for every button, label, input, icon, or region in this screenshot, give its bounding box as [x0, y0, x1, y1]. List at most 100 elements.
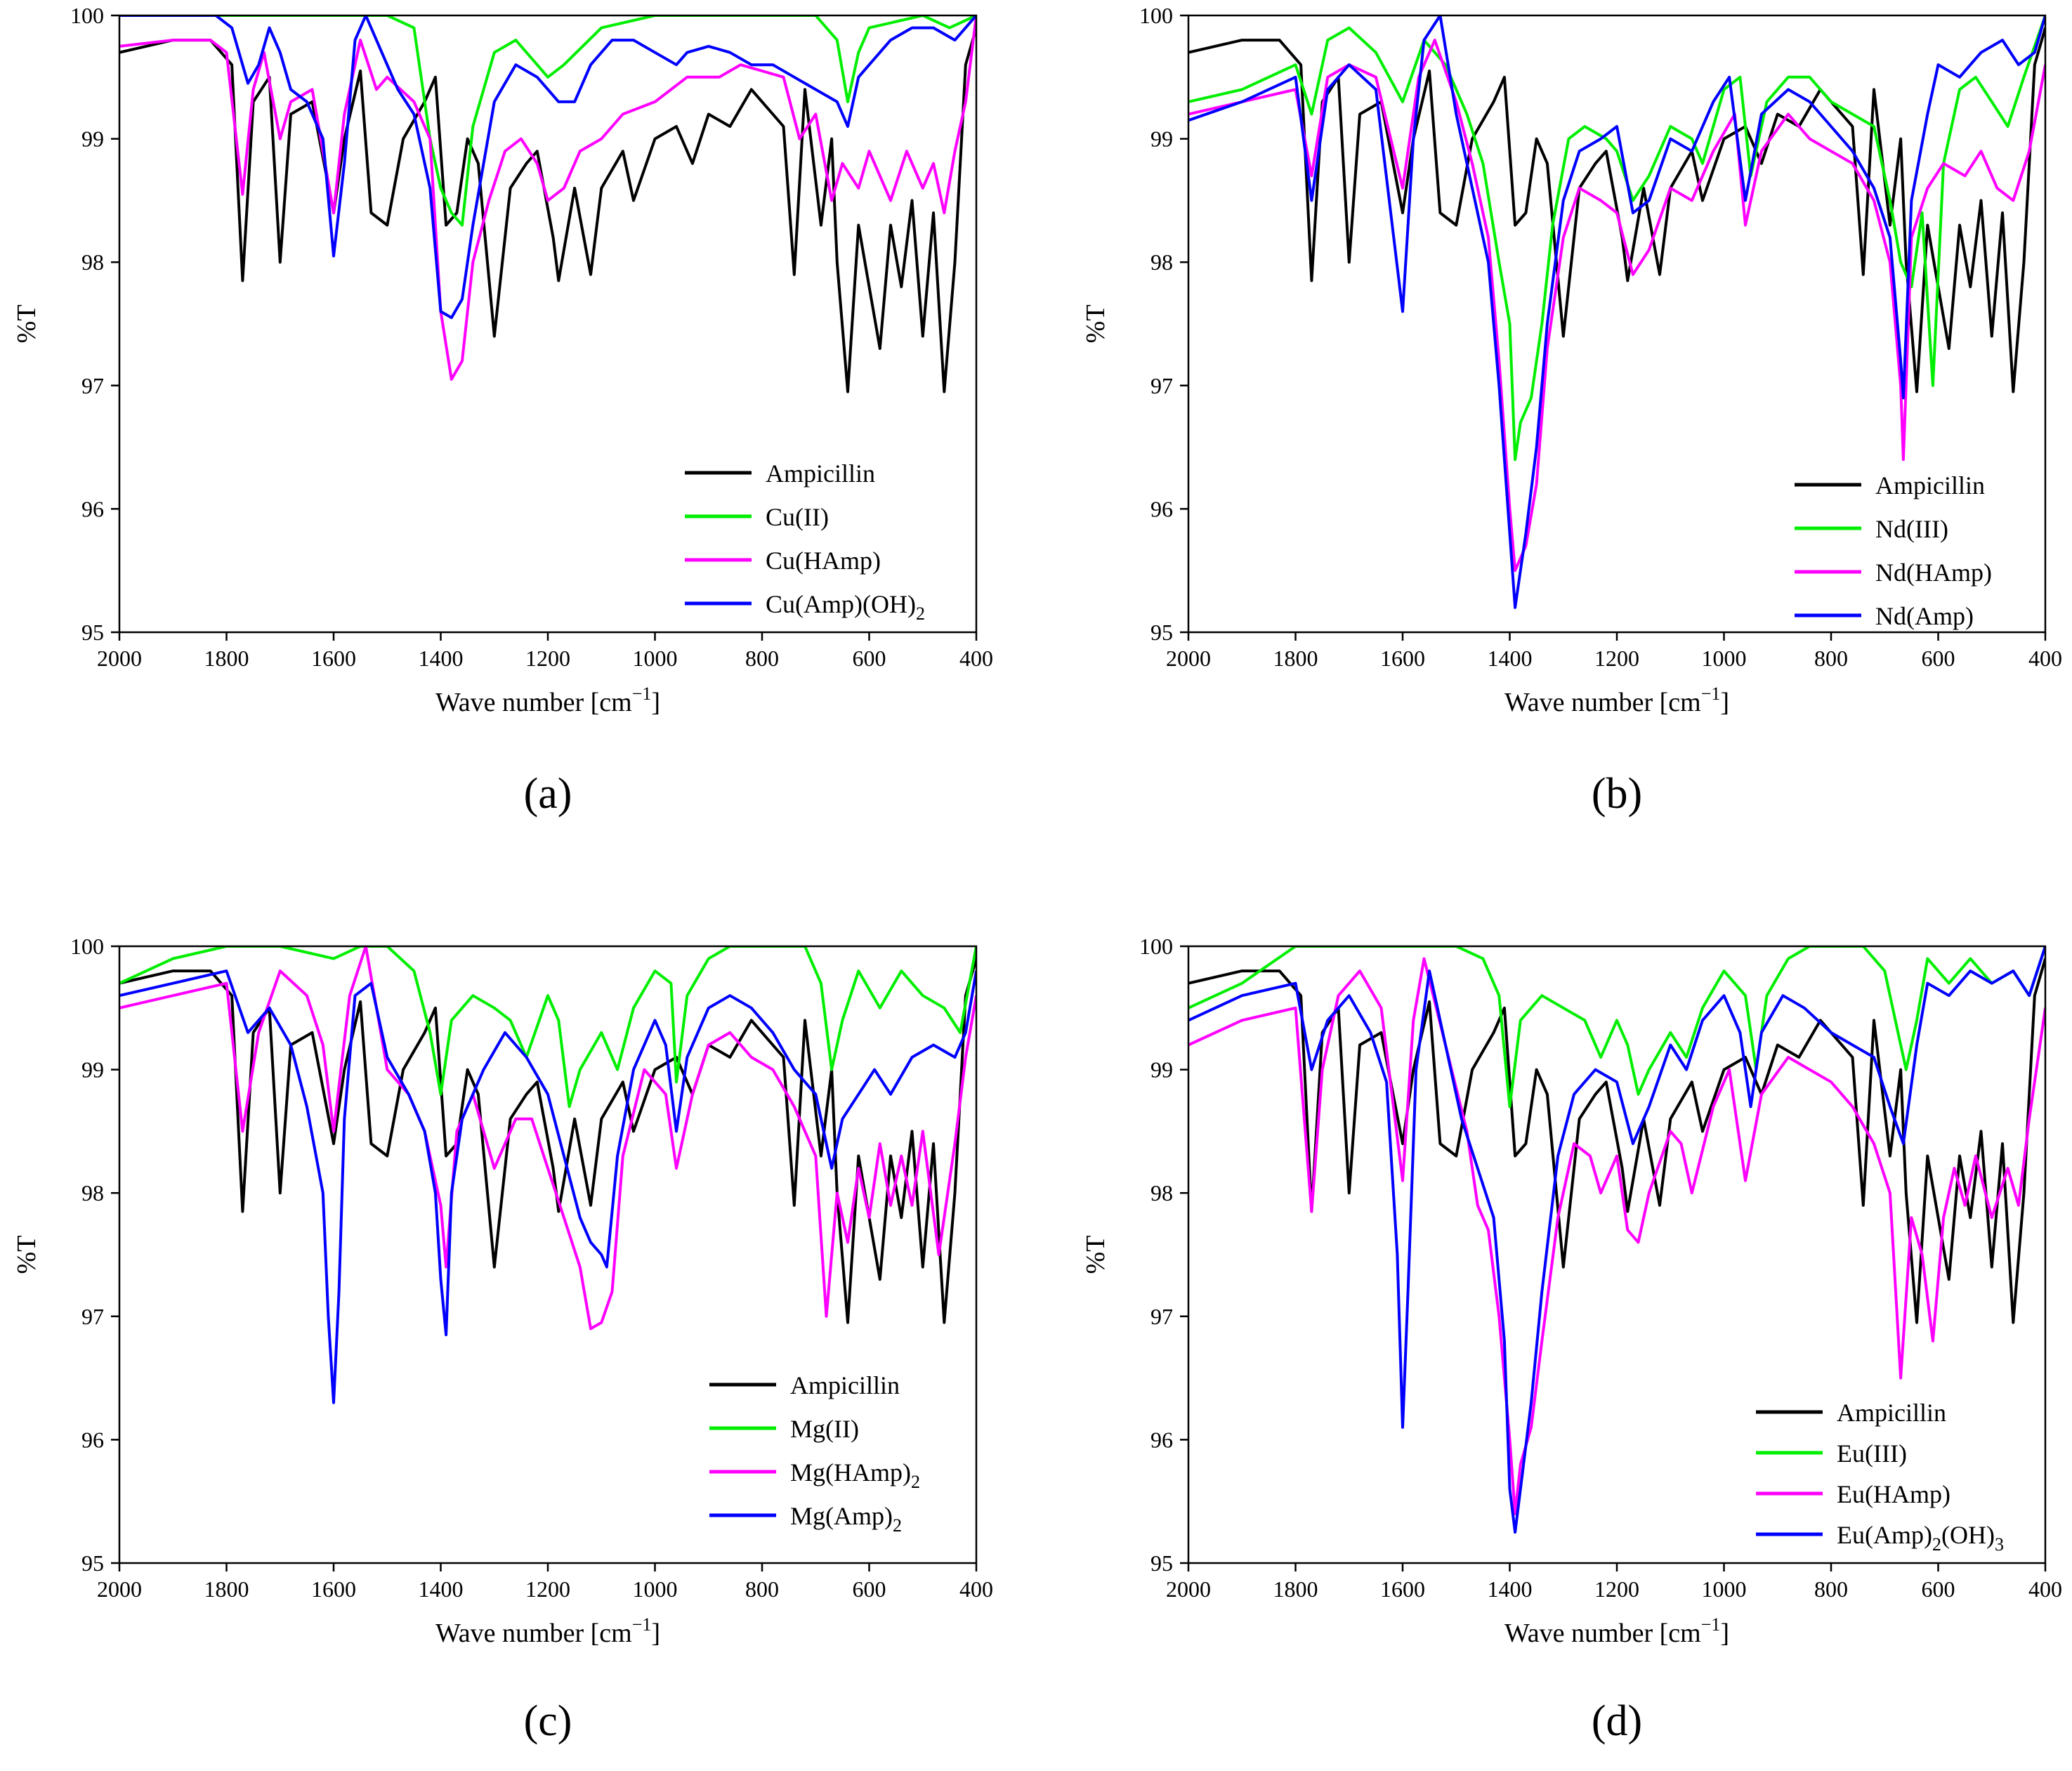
y-tick-label: 99 [1150, 126, 1173, 152]
y-tick-label: 96 [1150, 1427, 1173, 1452]
legend-label-1: Ampicillin [1837, 1399, 1946, 1427]
legend-label-1: Ampicillin [1875, 471, 1985, 499]
panel-label: (d) [1592, 1697, 1642, 1745]
y-axis-title: %T [12, 1236, 41, 1274]
legend: Ampicillin Mg(II) Mg(HAmp)2 Mg(Amp)2 [709, 1371, 920, 1536]
x-tick-label: 1200 [525, 1576, 570, 1602]
series-line-1 [1188, 27, 2045, 393]
x-tick-label: 2000 [1166, 646, 1211, 671]
legend: Ampicillin Cu(II) Cu(HAmp) Cu(Amp)(OH)2 [685, 459, 925, 624]
y-tick-label: 100 [1139, 3, 1173, 28]
series-line-4 [119, 969, 976, 1404]
x-tick-label: 1400 [1488, 1576, 1533, 1602]
x-tick-label: 1000 [633, 646, 678, 671]
y-axis-title: %T [1081, 1236, 1110, 1274]
x-tick-label: 1200 [525, 646, 570, 671]
x-tick-label: 600 [1922, 646, 1955, 671]
y-tick-label: 98 [1150, 249, 1173, 275]
x-tick-label: 1800 [204, 1576, 249, 1602]
x-tick-label: 1000 [633, 1576, 678, 1602]
series-group [1188, 15, 2045, 609]
y-tick-label: 99 [81, 1057, 104, 1083]
y-tick-label: 96 [1150, 496, 1173, 521]
x-tick-label: 1000 [1702, 1576, 1747, 1602]
y-tick-label: 95 [81, 1550, 104, 1576]
legend-label-3: Nd(HAmp) [1875, 558, 1992, 587]
x-tick-label: 1400 [419, 1576, 464, 1602]
x-tick-label: 1400 [419, 646, 464, 671]
x-tick-label: 2000 [1166, 1576, 1211, 1602]
x-tick-label: 1200 [1594, 1576, 1639, 1602]
y-tick-label: 98 [81, 249, 104, 275]
y-axis-title: %T [1081, 305, 1110, 344]
series-group [119, 15, 976, 393]
x-tick-label: 400 [2028, 1576, 2062, 1602]
series-line-4 [119, 15, 976, 320]
legend-label-4: Eu(Amp)2(OH)3 [1837, 1521, 2004, 1555]
x-tick-label: 1000 [1702, 646, 1747, 671]
series-group [119, 946, 976, 1404]
legend-label-4: Mg(Amp)2 [790, 1502, 902, 1536]
legend-label-2: Mg(II) [790, 1415, 859, 1443]
legend-label-3: Mg(HAmp)2 [790, 1458, 920, 1492]
x-tick-label: 800 [1814, 646, 1848, 671]
x-tick-label: 2000 [97, 646, 142, 671]
x-tick-label: 400 [2028, 646, 2062, 671]
y-tick-label: 98 [81, 1180, 104, 1205]
legend-label-1: Ampicillin [790, 1371, 900, 1399]
panel-label: (c) [524, 1697, 572, 1745]
series-group [1188, 946, 2045, 1534]
x-tick-label: 1800 [1273, 646, 1318, 671]
series-line-3 [1188, 957, 2045, 1515]
y-tick-label: 97 [1150, 1304, 1173, 1329]
y-tick-label: 97 [81, 1304, 104, 1329]
x-tick-label: 1800 [204, 646, 249, 671]
x-tick-label: 800 [1814, 1576, 1848, 1602]
x-tick-label: 400 [959, 646, 993, 671]
chart-panel-4: 2000 1800 1600 1400 1200 1000 800 600 400 95 96 97 9… [1081, 934, 2062, 1745]
chart-panel-1: 2000 1800 1600 1400 1200 1000 800 600 400 95 96 97 9… [12, 3, 993, 818]
series-line-2 [119, 946, 976, 1109]
y-tick-label: 96 [81, 1427, 104, 1452]
legend-label-3: Eu(HAmp) [1837, 1480, 1950, 1508]
legend-label-2: Cu(II) [766, 503, 829, 531]
y-tick-label: 95 [1150, 1550, 1173, 1576]
series-line-4 [1188, 15, 2045, 609]
legend: Ampicillin Nd(III) Nd(HAmp) Nd(Amp) [1795, 471, 1992, 630]
y-tick-label: 100 [70, 934, 104, 959]
y-tick-label: 98 [1150, 1180, 1173, 1205]
x-tick-label: 400 [959, 1576, 993, 1602]
x-tick-label: 600 [853, 1576, 886, 1602]
x-tick-label: 1800 [1273, 1576, 1318, 1602]
y-axis-title: %T [12, 305, 41, 344]
legend-label-2: Nd(III) [1875, 515, 1948, 543]
legend-label-2: Eu(III) [1837, 1439, 1907, 1468]
y-tick-label: 95 [81, 620, 104, 645]
x-axis-title: Wave number [cm−1] [1504, 684, 1729, 717]
x-tick-label: 600 [853, 646, 886, 671]
y-tick-label: 100 [70, 3, 104, 28]
x-tick-label: 600 [1922, 1576, 1955, 1602]
legend: Ampicillin Eu(III) Eu(HAmp) Eu(Amp)2(OH)3 [1756, 1399, 2004, 1555]
x-axis-title: Wave number [cm−1] [435, 1614, 660, 1648]
x-tick-label: 1400 [1488, 646, 1533, 671]
x-tick-label: 1600 [1380, 646, 1425, 671]
y-tick-label: 97 [1150, 373, 1173, 398]
legend-label-1: Ampicillin [766, 459, 875, 488]
legend-label-4: Nd(Amp) [1875, 602, 1974, 630]
x-tick-label: 1200 [1594, 646, 1639, 671]
legend-label-4: Cu(Amp)(OH)2 [766, 590, 925, 624]
y-tick-label: 97 [81, 373, 104, 398]
chart-panel-3: 2000 1800 1600 1400 1200 1000 800 600 400 95 96 97 9… [12, 934, 993, 1745]
panel-label: (a) [524, 770, 572, 818]
x-tick-label: 1600 [1380, 1576, 1425, 1602]
y-tick-label: 99 [81, 126, 104, 152]
x-axis-title: Wave number [cm−1] [435, 684, 660, 717]
x-tick-label: 800 [745, 1576, 779, 1602]
y-tick-label: 99 [1150, 1057, 1173, 1083]
x-axis-title: Wave number [cm−1] [1504, 1614, 1729, 1648]
series-line-2 [1188, 946, 2045, 1109]
plot-frame [118, 14, 978, 634]
y-tick-label: 95 [1150, 620, 1173, 645]
